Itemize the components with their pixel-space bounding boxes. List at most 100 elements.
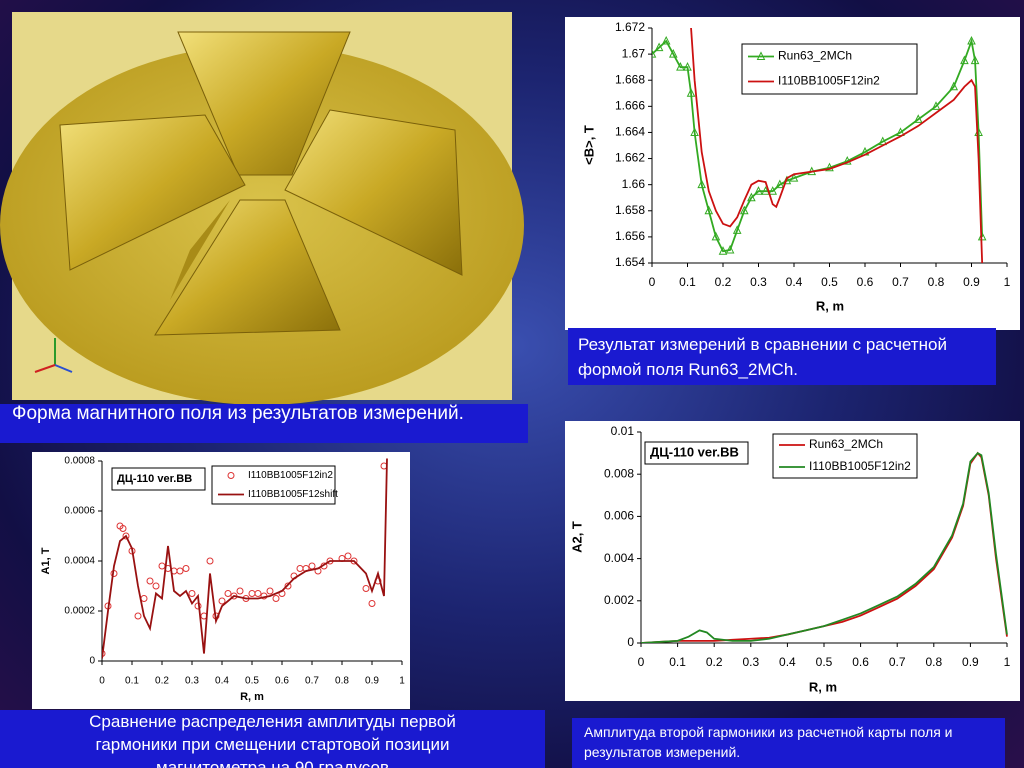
chart: 0 0.1 0.2 0.3 0.4 0.5 0.6 0.7 0.8 0.9 1 0 0.002 0.004… — [565, 421, 1020, 701]
x-tick-label: 0.1 — [125, 676, 139, 687]
y-axis-title: A1, T — [40, 547, 52, 574]
marker — [654, 42, 664, 52]
x-tick-label: 0.5 — [245, 676, 259, 687]
chart: 0 0.1 0.2 0.3 0.4 0.5 0.6 0.7 0.8 0.9 1 0 0.0002 0.00… — [32, 452, 410, 709]
marker — [842, 156, 852, 165]
y-tick-label: 0.01 — [611, 424, 635, 438]
legend-label: I110BB1005F12in2 — [809, 459, 911, 473]
marker — [119, 525, 127, 532]
marker — [134, 612, 142, 620]
marker — [236, 587, 244, 595]
y-tick-label: 1.662 — [615, 151, 645, 165]
marker — [754, 186, 763, 195]
marker — [224, 590, 232, 597]
x-tick-label: 0.6 — [857, 275, 874, 289]
y-tick-label: 1.668 — [615, 72, 645, 86]
marker — [344, 552, 352, 560]
marker — [218, 597, 226, 605]
legend-label: I110BB1005F12shift — [248, 489, 338, 500]
marker — [668, 48, 678, 58]
legend-box — [772, 433, 918, 479]
marker — [254, 590, 262, 597]
x-tick-label: 0.9 — [365, 676, 379, 687]
y-tick-label: 0.0008 — [64, 456, 95, 467]
y-tick-label: 0 — [89, 656, 95, 667]
caption: Амплитуда второй гармоники из расчетной … — [572, 718, 1005, 768]
marker — [176, 567, 184, 575]
x-tick-label: 0.9 — [962, 655, 979, 669]
marker — [152, 582, 160, 590]
marker — [146, 577, 154, 585]
legend-label: Run63_2MCh — [778, 49, 852, 63]
series-line — [102, 458, 388, 659]
marker — [676, 62, 685, 71]
y-tick-label: 0.0002 — [64, 606, 95, 617]
marker — [775, 179, 785, 189]
y-tick-label: 0.004 — [604, 551, 634, 565]
y-tick-label: 1.666 — [615, 99, 645, 113]
x-tick-label: 1 — [1004, 655, 1011, 669]
marker — [949, 81, 959, 91]
marker — [970, 55, 980, 65]
annotation-box — [111, 467, 206, 491]
marker — [931, 101, 941, 110]
y-axis-title: A2, T — [569, 521, 584, 553]
y-tick-label: 1.654 — [615, 255, 645, 269]
x-axis-title: R, m — [240, 691, 264, 703]
field-image — [0, 12, 524, 405]
marker — [272, 595, 280, 602]
marker — [960, 55, 969, 65]
marker — [690, 127, 699, 136]
marker — [789, 173, 799, 182]
x-tick-label: 0.4 — [786, 275, 803, 289]
marker — [782, 175, 792, 185]
annotation-box — [644, 441, 749, 465]
marker — [368, 600, 376, 607]
x-tick-label: 0.1 — [669, 655, 686, 669]
y-tick-label: 0 — [627, 635, 634, 649]
x-tick-label: 0.2 — [715, 275, 732, 289]
y-tick-label: 0.008 — [604, 466, 634, 480]
marker — [756, 51, 766, 60]
y-tick-label: 0.0006 — [64, 506, 95, 517]
marker — [704, 205, 714, 215]
x-tick-label: 0.7 — [305, 676, 319, 687]
x-tick-label: 0.1 — [679, 275, 696, 289]
marker — [747, 192, 756, 202]
legend-label: I110BB1005F12in2 — [778, 74, 880, 88]
x-tick-label: 0 — [99, 676, 105, 687]
x-tick-label: 0.8 — [928, 275, 945, 289]
x-tick-label: 0.7 — [889, 655, 906, 669]
legend-box — [211, 465, 336, 505]
x-tick-label: 0.5 — [816, 655, 833, 669]
marker — [122, 532, 130, 540]
y-tick-label: 1.66 — [622, 177, 646, 191]
series-line — [690, 27, 984, 263]
x-tick-label: 0.7 — [892, 275, 909, 289]
x-tick-label: 0.2 — [706, 655, 723, 669]
x-tick-label: 0.5 — [821, 275, 838, 289]
legend-box — [741, 43, 918, 95]
x-tick-label: 0.3 — [185, 676, 199, 687]
marker — [284, 582, 292, 590]
caption: Форма магнитного поля из результатов изм… — [0, 404, 528, 443]
x-tick-label: 0.9 — [963, 275, 980, 289]
x-tick-label: 0.8 — [335, 676, 349, 687]
x-tick-label: 0 — [638, 655, 645, 669]
legend-label: Run63_2MCh — [809, 437, 883, 451]
plot — [102, 458, 388, 659]
marker — [206, 557, 214, 565]
marker — [761, 186, 770, 195]
y-tick-label: 1.658 — [615, 203, 645, 217]
x-axis-title: R, m — [809, 679, 837, 694]
x-tick-label: 0 — [649, 275, 656, 289]
y-tick-label: 1.672 — [615, 20, 645, 34]
y-tick-label: 1.664 — [615, 125, 645, 139]
x-tick-label: 0.4 — [215, 676, 229, 687]
caption: Результат измерений в сравнении с расчет… — [568, 328, 996, 385]
marker — [913, 114, 923, 123]
marker — [825, 162, 834, 172]
x-tick-label: 0.8 — [925, 655, 942, 669]
marker — [661, 35, 671, 45]
marker — [967, 35, 976, 45]
